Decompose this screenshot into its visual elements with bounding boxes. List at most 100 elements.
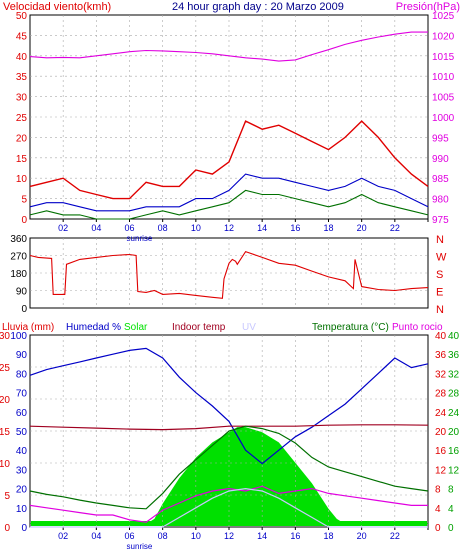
temp-y-tick-label: 24 xyxy=(435,408,447,419)
wind-y-tick-label: 40 xyxy=(16,52,28,63)
temp-x-tick-label: 08 xyxy=(158,531,168,541)
humidity-y-tick-label: 60 xyxy=(16,408,28,419)
temp2-y-tick-label: 0 xyxy=(448,523,454,534)
temp2-y-tick-label: 8 xyxy=(448,485,454,496)
direction-y-tick-label: 360 xyxy=(10,234,27,245)
temp-x-tick-label: 06 xyxy=(124,531,134,541)
direction-y-tick-label: 90 xyxy=(16,287,28,298)
solar-label: Solar xyxy=(124,322,148,333)
wind-x-tick-label: 16 xyxy=(290,223,300,233)
wind-x-tick-label: 10 xyxy=(191,223,201,233)
temp-y-tick-label: 32 xyxy=(435,369,447,380)
pressure-y-tick-label: 995 xyxy=(432,133,449,144)
humidity-y-tick-label: 70 xyxy=(16,389,28,400)
temp-y-tick-label: 16 xyxy=(435,446,447,457)
rain-y-tick-label: 25 xyxy=(0,363,10,374)
wind-y-tick-label: 50 xyxy=(16,11,28,22)
wind-y-tick-label: 45 xyxy=(16,31,28,42)
series-indoor-temp xyxy=(29,424,429,431)
temp-x-tick-label: 18 xyxy=(323,531,333,541)
pressure-y-tick-label: 990 xyxy=(432,154,449,165)
temp-y-tick-label: 4 xyxy=(435,504,441,515)
humidity-y-tick-label: 20 xyxy=(16,485,28,496)
wind-series-racha xyxy=(29,120,429,200)
wind-y-tick-label: 30 xyxy=(16,93,28,104)
temp2-y-tick-label: 36 xyxy=(448,350,460,361)
humidity-y-tick-label: 40 xyxy=(16,446,28,457)
wind-x-tick-label: 12 xyxy=(224,223,234,233)
wind-x-tick-label: 06 xyxy=(124,223,134,233)
humidity-y-tick-label: 90 xyxy=(16,350,28,361)
temp-x-tick-label: 22 xyxy=(390,531,400,541)
temp-x-tick-label: 02 xyxy=(58,531,68,541)
wind-x-tick-label: 22 xyxy=(390,223,400,233)
temp-x-tick-label: 12 xyxy=(224,531,234,541)
humidity-y-tick-label: 80 xyxy=(16,369,28,380)
lluvia-label: Lluvia (mm) xyxy=(2,322,54,333)
temp-y-tick-label: 28 xyxy=(435,389,447,400)
temp2-y-tick-label: 32 xyxy=(448,369,460,380)
pressure-y-tick-label: 975 xyxy=(432,215,449,226)
temp-x-tick-label: 14 xyxy=(257,531,267,541)
temp-y-tick-label: 12 xyxy=(435,465,447,476)
wind-y-tick-label: 0 xyxy=(21,215,27,226)
temp2-y-tick-label: 28 xyxy=(448,389,460,400)
wind-y-tick-label: 15 xyxy=(16,154,28,165)
pressure-y-tick-label: 1010 xyxy=(432,72,455,83)
humedad-label: Humedad % xyxy=(66,322,121,333)
wind-y-tick-label: 25 xyxy=(16,113,28,124)
wind-speed-label: Velocidad viento(kmh) xyxy=(3,1,111,13)
pressure-label: Presión(hPa) xyxy=(396,1,460,13)
wind-y-tick-label: 35 xyxy=(16,72,28,83)
direction-y-tick-label: 270 xyxy=(10,252,27,263)
humidity-y-tick-label: 100 xyxy=(10,331,27,342)
uv-label: UV xyxy=(242,322,256,333)
rain-y-tick-label: 20 xyxy=(0,395,10,406)
series-humedad- xyxy=(29,347,429,465)
rain-y-tick-label: 0 xyxy=(4,523,10,534)
pressure-y-tick-label: 1005 xyxy=(432,93,455,104)
temp-x-tick-label: 16 xyxy=(290,531,300,541)
wind-series-presi-n-hpa- xyxy=(29,31,428,62)
direction-y-tick-label: 0 xyxy=(21,304,27,315)
temp-x-tick-label: 04 xyxy=(91,531,101,541)
wind-y-tick-label: 20 xyxy=(16,133,28,144)
solar-baseline-bar xyxy=(31,521,427,526)
wind-y-tick-label: 10 xyxy=(16,174,28,185)
series-temperatura-c- xyxy=(29,425,429,510)
sunrise-label-lower: sunrise xyxy=(127,542,153,551)
wind-x-tick-label: 14 xyxy=(257,223,267,233)
wind-series-viento-min xyxy=(29,189,429,220)
humidity-y-tick-label: 30 xyxy=(16,465,28,476)
pressure-y-tick-label: 1000 xyxy=(432,113,455,124)
temp-y-tick-label: 0 xyxy=(435,523,441,534)
wind-y-tick-label: 5 xyxy=(21,195,27,206)
direction-compass-label: S xyxy=(436,269,443,281)
temp-y-tick-label: 20 xyxy=(435,427,447,438)
temp2-y-tick-label: 4 xyxy=(448,504,454,515)
pressure-y-tick-label: 1020 xyxy=(432,31,455,42)
wind-x-tick-label: 08 xyxy=(158,223,168,233)
temp-y-tick-label: 36 xyxy=(435,350,447,361)
pressure-y-tick-label: 980 xyxy=(432,195,449,206)
pressure-y-tick-label: 1015 xyxy=(432,52,455,63)
direction-y-tick-label: 180 xyxy=(10,269,27,280)
wind-x-tick-label: 04 xyxy=(91,223,101,233)
direction-compass-label: N xyxy=(436,234,444,246)
series-uv xyxy=(30,487,428,528)
temp-x-tick-label: 20 xyxy=(357,531,367,541)
temp2-y-tick-label: 16 xyxy=(448,446,460,457)
temp-y-tick-label: 8 xyxy=(435,485,441,496)
direction-compass-label: N xyxy=(436,304,444,316)
humidity-y-tick-label: 50 xyxy=(16,427,28,438)
sunrise-label: sunrise xyxy=(127,234,153,243)
rain-y-tick-label: 15 xyxy=(0,427,10,438)
rain-y-tick-label: 10 xyxy=(0,459,10,470)
chart-title: 24 hour graph day : 20 Marzo 2009 xyxy=(172,1,344,13)
wind-x-tick-label: 20 xyxy=(357,223,367,233)
humidity-y-tick-label: 0 xyxy=(21,523,27,534)
series-punto-rocio xyxy=(29,485,428,523)
wind-x-tick-label: 18 xyxy=(323,223,333,233)
